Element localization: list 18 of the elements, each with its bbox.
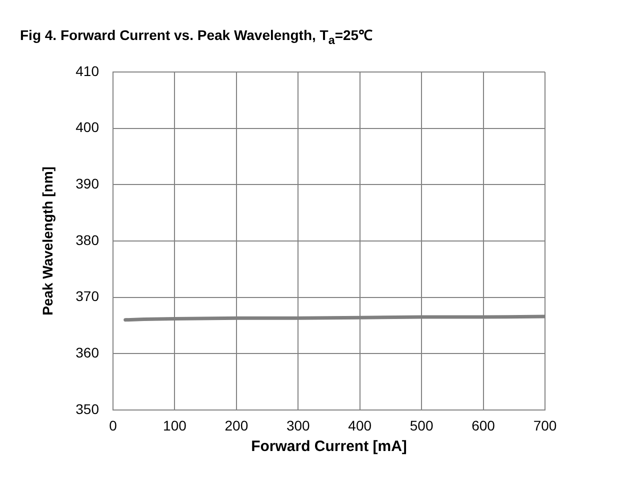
x-axis-title: Forward Current [mA]: [251, 438, 407, 456]
chart-title: Fig 4. Forward Current vs. Peak Wavelength, T$_{a}$=25℃: [20, 26, 373, 47]
x-tick-label: 300: [286, 417, 310, 434]
x-tick-label: 400: [348, 417, 372, 434]
y-tick-label: 350: [76, 400, 100, 417]
y-tick-label: 410: [76, 62, 100, 79]
y-tick-label: 390: [76, 176, 100, 192]
y-tick-label: 400: [76, 119, 100, 136]
x-tick-label: 600: [472, 417, 496, 434]
x-tick-label: 200: [224, 417, 248, 434]
y-tick-label: 370: [76, 288, 100, 304]
x-tick-label: 500: [410, 417, 434, 434]
x-tick-label: 700: [533, 417, 557, 434]
y-tick-label: 360: [76, 344, 100, 361]
y-axis-title: Peak Wavelength [nm]: [39, 166, 56, 316]
x-tick-label: 100: [163, 417, 187, 434]
x-tick-label: 0: [109, 417, 118, 434]
y-tick-label: 380: [76, 232, 100, 248]
